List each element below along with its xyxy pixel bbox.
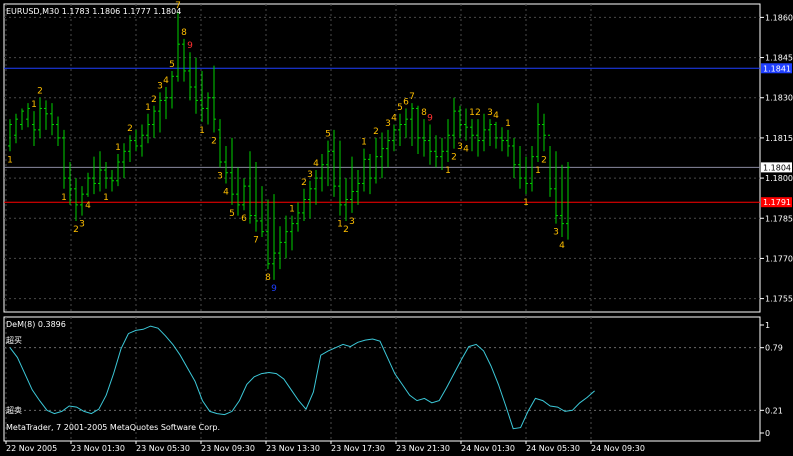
current-price-tag-label: 1.1804 [763,163,791,172]
price-panel-frame [3,3,761,313]
price-line-tag [761,63,792,74]
price-tick-label: 1.1755 [765,295,793,304]
indicator-tick-label: 1 [765,321,770,330]
indicator-tick-label: 0.79 [765,344,783,353]
td-count-label: 1 [289,205,295,215]
time-tick-label: 24 Nov 09:30 [591,444,645,452]
td-count-label: 4 [559,241,565,251]
demarker-line[interactable] [9,325,595,430]
td-count-label: 4 [391,114,397,124]
td-count-label: 8 [181,28,187,38]
td-count-label: 2 [301,178,307,188]
td-count-label: 9 [427,114,433,124]
price-tick-label: 1.1845 [765,54,793,63]
td-count-label: 1 [523,198,529,208]
td-count-label: 3 [349,217,355,227]
td-count-label: 1 [199,126,205,136]
price-tick-label: 1.1815 [765,134,793,143]
price-tick-label: 1.1770 [765,254,793,263]
td-count-label: 1 [505,119,511,129]
td-count-label: 5 [169,60,175,70]
symbol-header: EURUSD,M30 1.1783 1.1806 1.1777 1.1804 [6,7,181,16]
time-tick-label: 24 Nov 01:30 [461,444,515,452]
td-count-label: 2 [151,95,157,105]
td-count-label: 1 [361,138,367,148]
td-count-label: 1 [31,100,37,110]
indicator-title: DeM(8) 0.3896 [6,320,66,329]
td-count-label: 5 [397,103,403,113]
td-count-label: 5 [229,209,235,219]
td-count-label: 4 [493,111,499,121]
td-count-label: 3 [457,142,463,152]
td-count-label: 1 [103,193,109,203]
td-count-label: 1 [535,166,541,176]
td-count-label: 7 [409,92,415,102]
td-count-label: 9 [271,284,277,294]
td-count-label: 8 [265,273,271,283]
td-count-label: 6 [403,97,409,107]
indicator-tick-label: 0 [765,429,770,438]
time-tick-label: 22 Nov 2005 [6,444,57,452]
td-count-label: 1 [61,193,67,203]
td-count-label: 2 [211,137,217,147]
td-count-label: 2 [127,124,133,134]
oversold-label: 超卖 [6,405,22,415]
time-tick-label: 24 Nov 05:30 [526,444,580,452]
td-count-label: 6 [241,214,247,224]
price-tick-label: 1.1830 [765,94,793,103]
price-line-tag-label: 1.1791 [763,198,791,207]
price-tick-label: 1.1800 [765,174,793,183]
time-tick-label: 23 Nov 05:30 [136,444,190,452]
td-count-label: 2 [373,127,379,137]
copyright-footer: MetaTrader, 7 2001-2005 MetaQuotes Softw… [6,423,220,432]
td-count-label: 8 [421,108,427,118]
td-count-label: 4 [313,159,319,169]
td-count-label: 3 [157,81,163,91]
td-count-label: 3 [385,119,391,129]
price-tick-label: 1.1785 [765,214,793,223]
td-count-label: 3 [553,228,559,238]
td-count-label: 3 [307,170,313,180]
td-count-label: 2 [343,225,349,235]
indicator-tick-label: 0.21 [765,406,783,415]
current-price-tag [761,162,792,173]
price-tick-label: 1.1860 [765,13,793,22]
time-tick-label: 23 Nov 17:30 [331,444,385,452]
td-count-label: 7 [253,236,259,246]
td-count-label: 3 [217,171,223,181]
td-count-label: 2 [37,87,43,97]
td-count-label: 9 [187,41,193,51]
td-count-label: 1 [469,108,475,118]
td-count-label: 2 [73,225,79,235]
td-count-label: 4 [163,76,169,86]
td-count-label: 1 [445,166,451,176]
td-count-label: 3 [79,220,85,230]
td-count-label: 2 [475,108,481,118]
td-count-label: 4 [223,187,229,197]
time-tick-label: 23 Nov 21:30 [396,444,450,452]
overbought-label: 超买 [6,335,22,345]
td-count-label: 5 [325,130,331,140]
td-count-label: 3 [487,108,493,118]
indicator-panel-frame [3,316,761,442]
time-tick-label: 23 Nov 13:30 [266,444,320,452]
td-count-label: 1 [145,103,151,113]
td-count-label: 1 [7,155,13,165]
td-count-label: 4 [85,201,91,211]
time-tick-label: 23 Nov 01:30 [71,444,125,452]
td-count-label: 1 [115,143,121,153]
time-tick-label: 23 Nov 09:30 [201,444,255,452]
td-count-label: 7 [175,1,181,11]
td-count-label: 2 [451,153,457,163]
price-line-tag-label: 1.1841 [763,64,791,73]
td-count-label: 1 [337,220,343,230]
td-count-label: 2 [541,155,547,165]
price-line-tag [761,197,792,208]
td-count-label: 4 [463,145,469,155]
